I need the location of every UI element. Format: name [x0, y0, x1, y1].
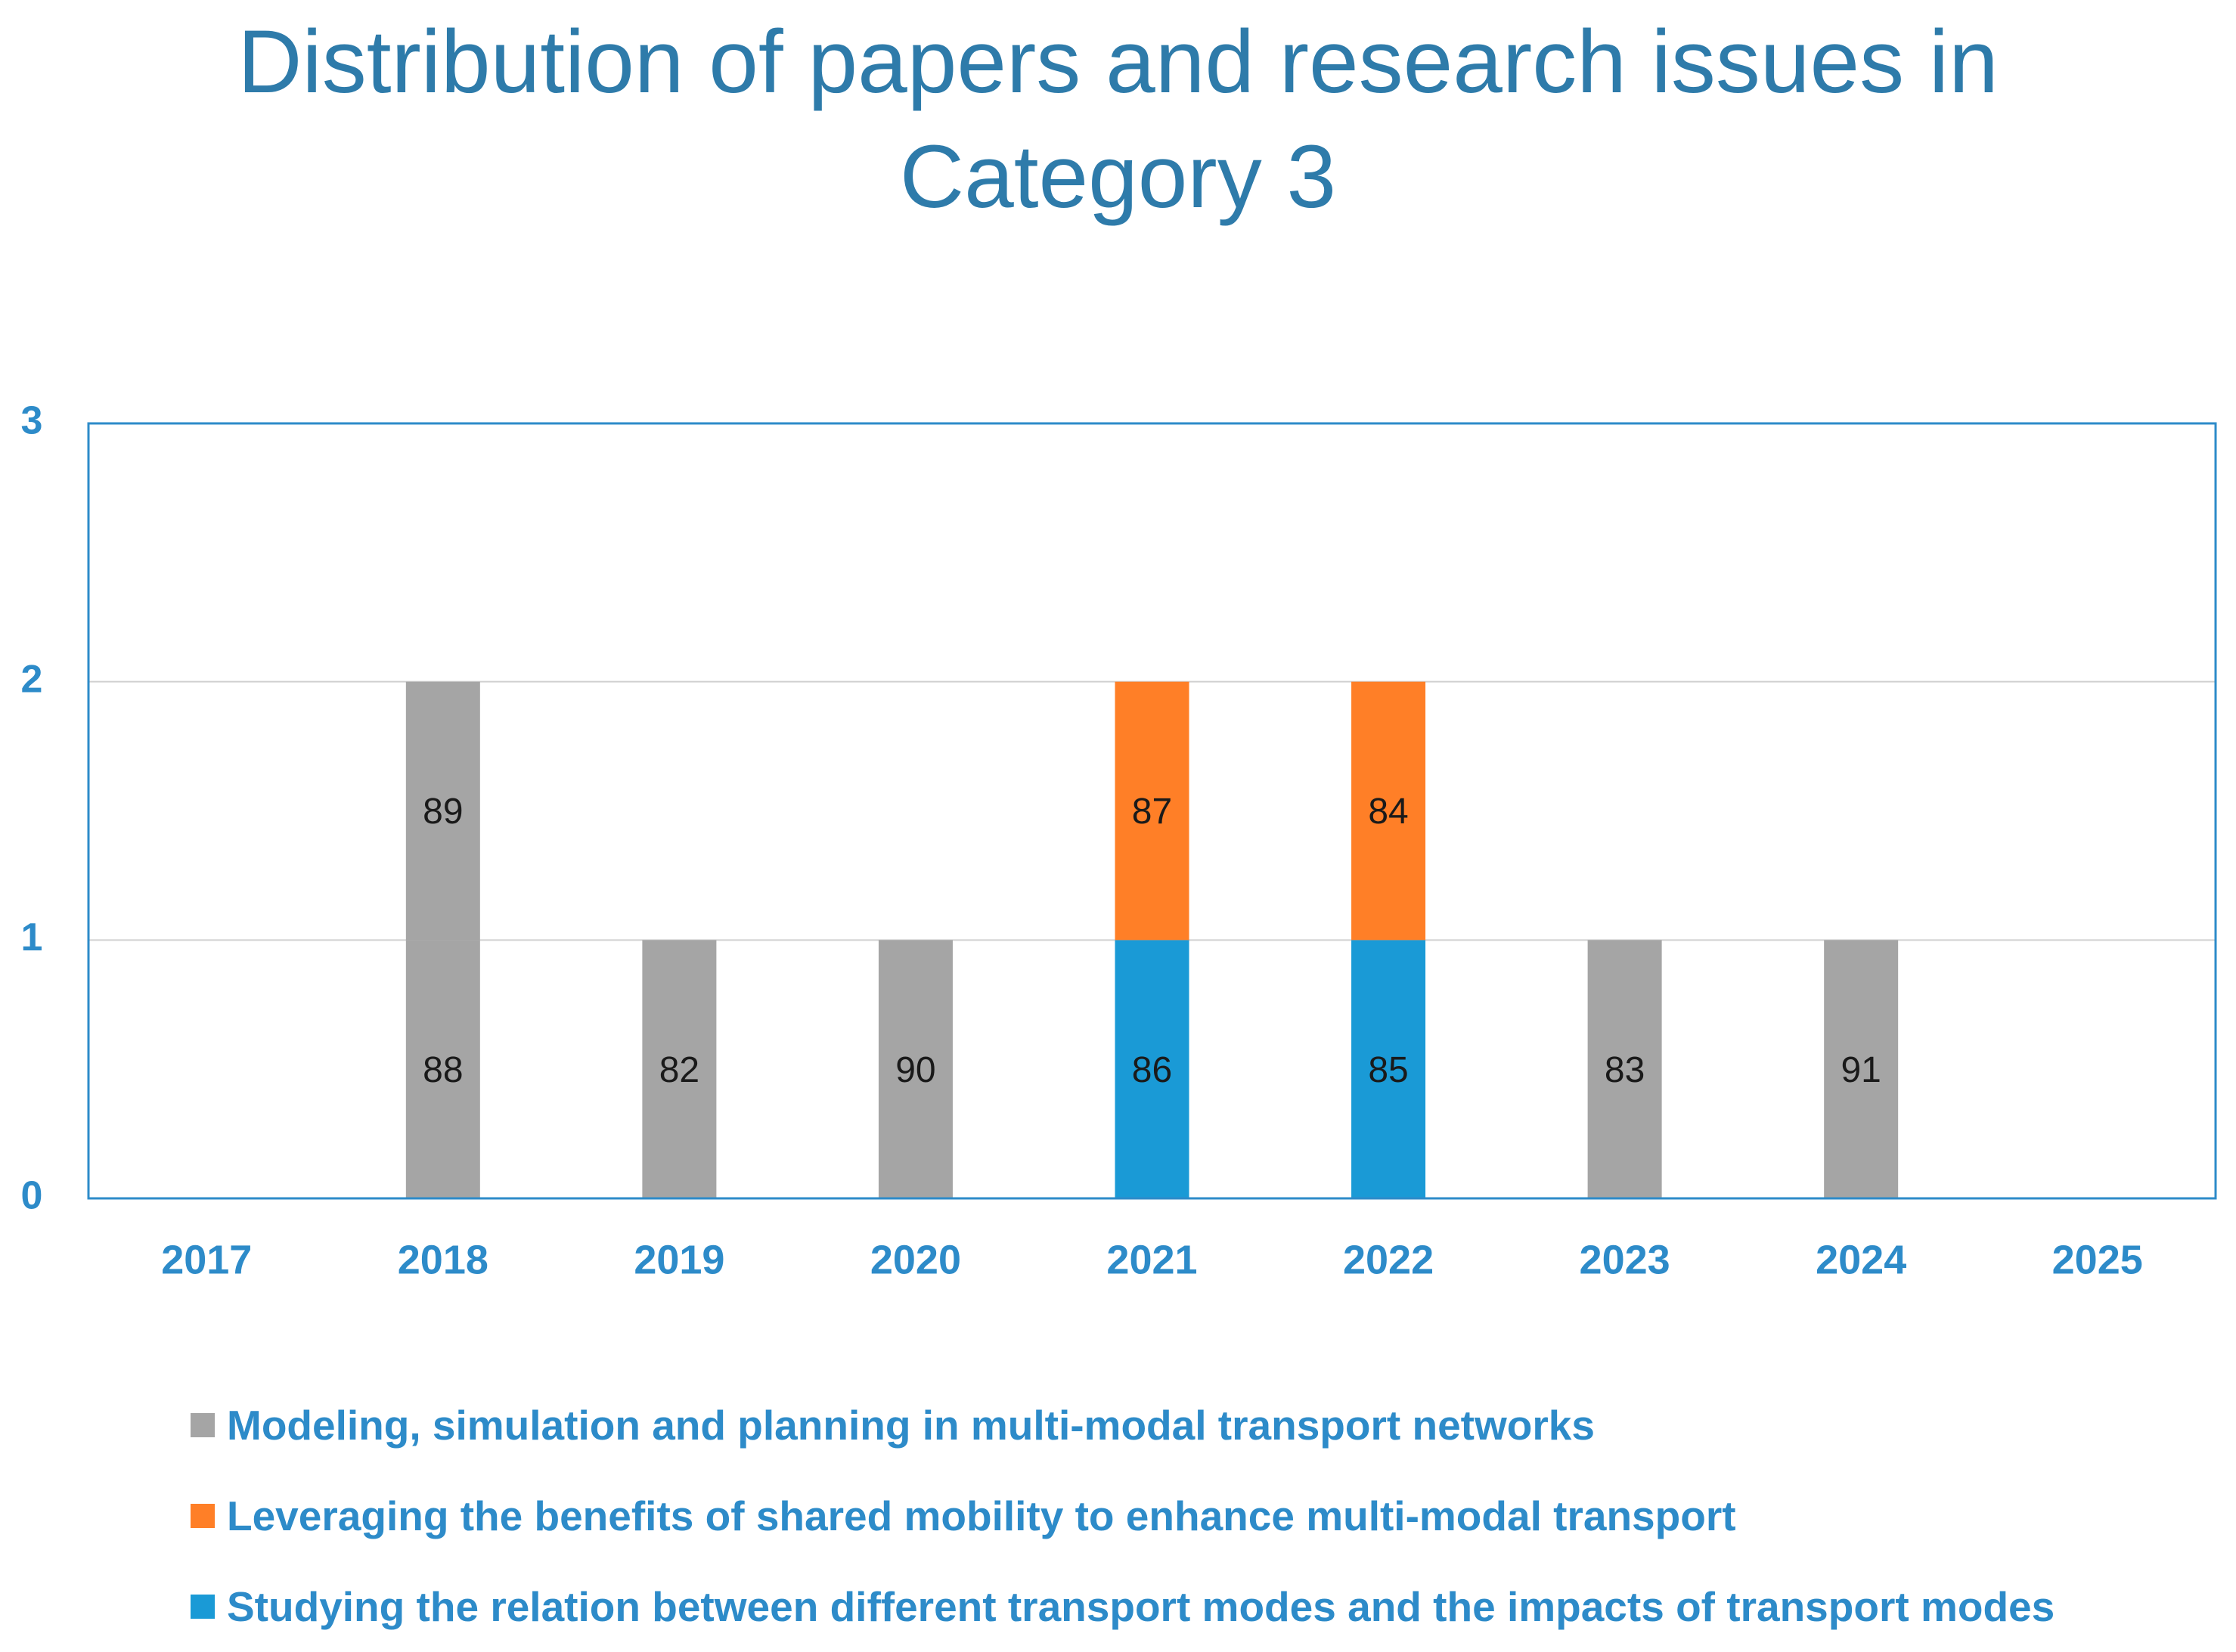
x-tick-label-2017: 2017: [161, 1237, 252, 1282]
legend-swatch-blue: [191, 1595, 215, 1619]
y-tick-label-0: 0: [21, 1174, 43, 1218]
legend-swatch-gray: [191, 1413, 215, 1437]
bar-2023-segment-1: [1587, 940, 1662, 1198]
bar-2021-segment-1: [1115, 940, 1189, 1198]
legend-label-shared-mobility: Leveraging the benefits of shared mobili…: [227, 1492, 1736, 1539]
legend-item-shared-mobility: Leveraging the benefits of shared mobili…: [191, 1471, 2055, 1561]
y-tick-label-3: 3: [21, 399, 43, 443]
legend-swatch-orange: [191, 1504, 215, 1528]
legend-label-transport-modes: Studying the relation between different …: [227, 1583, 2055, 1630]
data-label-86: 86: [1132, 1050, 1172, 1090]
bar-2020-segment-1: [878, 940, 953, 1198]
x-tick-label-2019: 2019: [634, 1237, 724, 1282]
data-label-84: 84: [1368, 792, 1408, 832]
legend-item-transport-modes: Studying the relation between different …: [191, 1561, 2055, 1652]
bar-2021-segment-2: [1115, 681, 1189, 941]
bar-2022-segment-2: [1351, 681, 1426, 941]
bar-2018-segment-2: [405, 681, 480, 941]
data-label-91: 91: [1841, 1050, 1881, 1090]
bar-2024-segment-1: [1824, 940, 1899, 1198]
data-label-83: 83: [1605, 1050, 1645, 1090]
data-label-88: 88: [423, 1050, 463, 1090]
data-label-85: 85: [1368, 1050, 1408, 1090]
data-label-90: 90: [895, 1050, 935, 1090]
data-label-89: 89: [423, 792, 463, 832]
y-tick-label-1: 1: [21, 916, 43, 959]
data-label-82: 82: [659, 1050, 699, 1090]
legend-label-modeling: Modeling, simulation and planning in mul…: [227, 1402, 1595, 1449]
x-tick-label-2024: 2024: [1816, 1237, 1906, 1282]
x-tick-label-2022: 2022: [1343, 1237, 1434, 1282]
data-label-87: 87: [1132, 792, 1172, 832]
bar-2022-segment-1: [1351, 940, 1426, 1198]
legend-item-modeling: Modeling, simulation and planning in mul…: [191, 1380, 2055, 1471]
x-tick-label-2021: 2021: [1106, 1237, 1197, 1282]
plot-area-frame: [87, 422, 2217, 1200]
x-tick-label-2025: 2025: [2052, 1237, 2143, 1282]
x-tick-label-2018: 2018: [398, 1237, 488, 1282]
bar-2018-segment-1: [405, 940, 480, 1198]
bar-2019-segment-1: [642, 940, 717, 1198]
chart-title-line-2: Category 3: [899, 127, 1337, 227]
chart-title-line-1: Distribution of papers and research issu…: [237, 12, 1999, 112]
x-tick-label-2023: 2023: [1580, 1237, 1670, 1282]
stacked-bar-chart: 88 89 82 90 86 87 85 84 83 91 0 1 2 3 2017 2018 2019 2020…: [21, 399, 2217, 1282]
chart-title: Distribution of papers and research issu…: [0, 0, 2236, 234]
y-tick-label-2: 2: [21, 657, 43, 701]
chart-legend: Modeling, simulation and planning in mul…: [191, 1380, 2055, 1652]
x-tick-label-2020: 2020: [870, 1237, 961, 1282]
